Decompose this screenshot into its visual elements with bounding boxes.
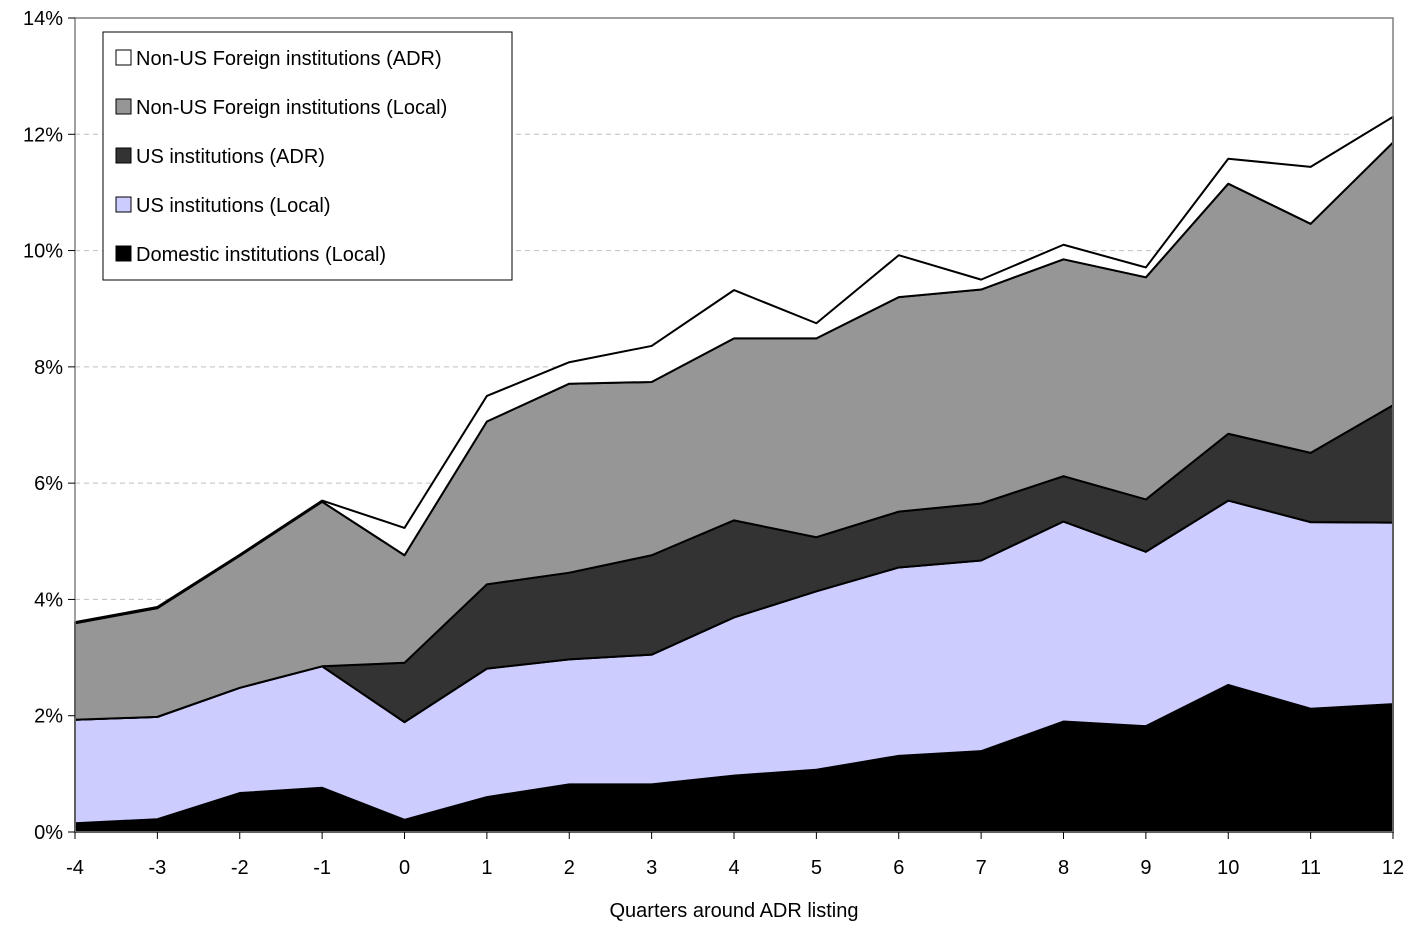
legend-entry-label: Non-US Foreign institutions (ADR) [136, 48, 442, 70]
x-tick-label: -1 [313, 857, 331, 879]
legend: Non-US Foreign institutions (ADR) Non-US … [102, 31, 513, 281]
x-tick-label: 8 [1058, 857, 1069, 879]
x-tick-label: 2 [564, 857, 575, 879]
x-tick-label: 3 [646, 857, 657, 879]
x-tick-label: 1 [481, 857, 492, 879]
x-tick-label: 6 [893, 857, 904, 879]
x-axis-ticks: -4 -3 -2 -1 0 1 2 3 4 5 6 7 8 9 10 11 12 [66, 832, 1404, 879]
legend-entry-label: Non-US Foreign institutions (Local) [136, 97, 447, 119]
y-tick-label: 14% [23, 8, 63, 30]
legend-box [102, 31, 513, 281]
y-tick-label: 8% [34, 357, 63, 379]
y-tick-label: 6% [34, 473, 63, 495]
legend-entry-label: US institutions (Local) [136, 195, 331, 217]
x-tick-label: 11 [1300, 857, 1321, 879]
x-tick-label: -4 [66, 857, 84, 879]
y-tick-label: 12% [23, 124, 63, 146]
legend-swatch [115, 98, 132, 115]
legend-swatch [115, 147, 132, 164]
x-tick-label: 4 [728, 857, 739, 879]
y-tick-label: 10% [23, 241, 63, 263]
x-tick-label: 10 [1217, 857, 1239, 879]
x-tick-label: -2 [231, 857, 249, 879]
y-axis-ticks: 0% 2% 4% 6% 8% 10% 12% 14% [23, 8, 75, 844]
y-tick-label: 0% [34, 822, 63, 844]
x-tick-label: 12 [1382, 857, 1404, 879]
legend-swatch [115, 196, 132, 213]
x-tick-label: 5 [811, 857, 822, 879]
y-tick-label: 4% [34, 589, 63, 611]
legend-swatch [115, 49, 132, 66]
x-tick-label: 9 [1140, 857, 1151, 879]
x-tick-label: -3 [148, 857, 166, 879]
x-tick-label: 0 [399, 857, 410, 879]
y-tick-label: 2% [34, 706, 63, 728]
x-axis-label: Quarters around ADR listing [609, 900, 858, 922]
legend-entry-label: Domestic institutions (Local) [136, 244, 386, 266]
x-tick-label: 7 [976, 857, 987, 879]
legend-swatch [115, 245, 132, 262]
area-series [74, 115, 1394, 833]
legend-entry-label: US institutions (ADR) [136, 146, 325, 168]
